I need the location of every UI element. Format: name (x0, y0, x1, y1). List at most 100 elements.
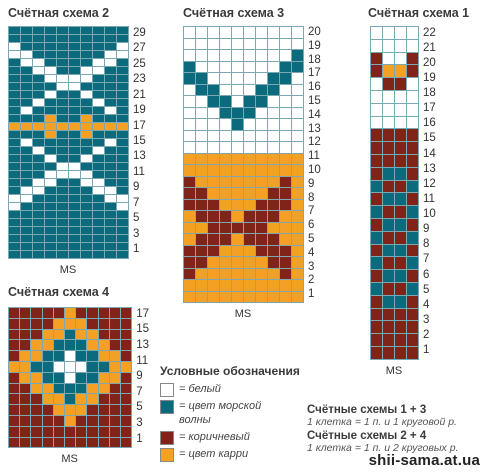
legend-swatch-brown (160, 431, 174, 445)
legend-swatch-orange (160, 448, 174, 462)
row-number: 17 (133, 119, 146, 132)
row-number: 3 (423, 313, 430, 326)
legend-label-orange: = цвет карри (179, 448, 249, 460)
legend: Условные обозначения = белый = цвет морс… (160, 364, 300, 464)
row-number: 4 (308, 246, 315, 259)
row-number: 15 (133, 135, 146, 147)
row-number: 9 (133, 181, 140, 194)
row-number: 20 (308, 25, 321, 38)
grid-cell (406, 154, 419, 168)
row-number: 1 (133, 243, 140, 256)
row-number: 19 (423, 71, 436, 84)
row-number: 21 (133, 88, 146, 101)
row-number: 2 (308, 274, 315, 287)
row-number: 17 (136, 307, 149, 320)
scheme-2-grid (8, 26, 129, 259)
row-number: 8 (308, 191, 315, 204)
row-number: 6 (423, 268, 430, 281)
legend-label-brown: = коричневый (179, 431, 250, 443)
scheme-2-title: Счётная схема 2 (8, 6, 110, 20)
grid-cell (120, 436, 133, 449)
row-number: 18 (423, 87, 436, 100)
row-number: 27 (133, 42, 146, 55)
scheme-1-ms-label: MS (385, 364, 403, 377)
row-number: 7 (423, 253, 430, 266)
row-number: 5 (423, 283, 430, 296)
grid-cell (406, 51, 419, 66)
row-number: 11 (136, 354, 149, 367)
grid-cell (116, 250, 129, 259)
grid-cell (406, 307, 419, 322)
scheme-2-ms-label: MS (59, 264, 77, 276)
legend-item-brown: = коричневый (160, 430, 300, 447)
row-number: 13 (136, 339, 149, 351)
grid-cell (406, 77, 419, 91)
row-number: 1 (136, 432, 143, 445)
row-number: 21 (423, 41, 436, 54)
row-number: 8 (423, 238, 430, 251)
row-number: 15 (136, 323, 149, 336)
scheme-1-grid (370, 26, 419, 360)
row-number: 17 (423, 102, 436, 115)
row-number: 3 (308, 260, 315, 273)
row-number: 18 (308, 53, 321, 66)
row-number: 15 (423, 132, 436, 145)
grid-cell (406, 192, 419, 207)
grid-cell (406, 256, 419, 271)
row-number: 1 (308, 288, 315, 301)
legend-label-teal: = цвет морской волны (179, 400, 262, 426)
note-2-text: 1 клетка = 1 п. и 2 круговых р. (307, 442, 459, 454)
row-number: 5 (133, 212, 140, 225)
grid-cell (406, 243, 419, 258)
grid-cell (406, 346, 419, 360)
watermark: shii-sama.at.ua (368, 452, 480, 469)
scheme-3-title: Счётная схема 3 (183, 6, 285, 20)
scheme-3-grid (183, 26, 304, 303)
grid-cell (406, 141, 419, 155)
row-number: 6 (308, 219, 315, 232)
row-number: 19 (133, 104, 146, 117)
grid-cell (406, 218, 419, 232)
row-number: 25 (133, 57, 146, 70)
legend-label-white: = белый (179, 383, 221, 395)
row-number: 11 (133, 165, 145, 178)
grid-cell (406, 128, 419, 143)
legend-swatch-white (160, 383, 174, 397)
row-number: 13 (423, 162, 436, 175)
grid-cell (406, 38, 419, 53)
row-number: 9 (308, 177, 315, 190)
row-number: 20 (423, 56, 436, 69)
row-number: 5 (136, 401, 143, 414)
row-number: 1 (423, 344, 430, 357)
row-number: 7 (133, 196, 140, 209)
scheme-3-ms-label: MS (234, 308, 252, 320)
row-number: 2 (423, 329, 430, 342)
grid-cell (406, 102, 419, 117)
row-number: 19 (308, 39, 321, 52)
row-number: 29 (133, 26, 146, 39)
scheme-1-title: Счётная схема 1 (368, 6, 470, 20)
row-number: 14 (308, 108, 321, 121)
grid-cell (406, 269, 419, 283)
row-number: 23 (133, 73, 146, 86)
grid-cell (406, 205, 419, 219)
row-number: 9 (136, 370, 143, 383)
row-number: 7 (136, 385, 143, 398)
grid-cell (406, 166, 419, 181)
note-1-title: Счётные схемы 1 + 3 (307, 404, 427, 416)
row-number: 11 (423, 192, 435, 205)
scheme-4-ms-label: MS (61, 453, 78, 466)
grid-cell (406, 320, 419, 335)
row-number: 12 (423, 177, 436, 190)
row-number: 3 (133, 227, 140, 240)
row-number: 12 (308, 136, 321, 149)
grid-cell (406, 294, 419, 309)
row-number: 5 (308, 232, 315, 245)
note-2-title: Счётные схемы 2 + 4 (307, 430, 427, 442)
grid-cell (406, 64, 419, 79)
row-number: 22 (423, 26, 436, 39)
legend-item-teal: = цвет морской волны (160, 399, 300, 430)
grid-cell (291, 290, 304, 303)
legend-swatch-teal (160, 400, 174, 414)
grid-cell (406, 333, 419, 347)
